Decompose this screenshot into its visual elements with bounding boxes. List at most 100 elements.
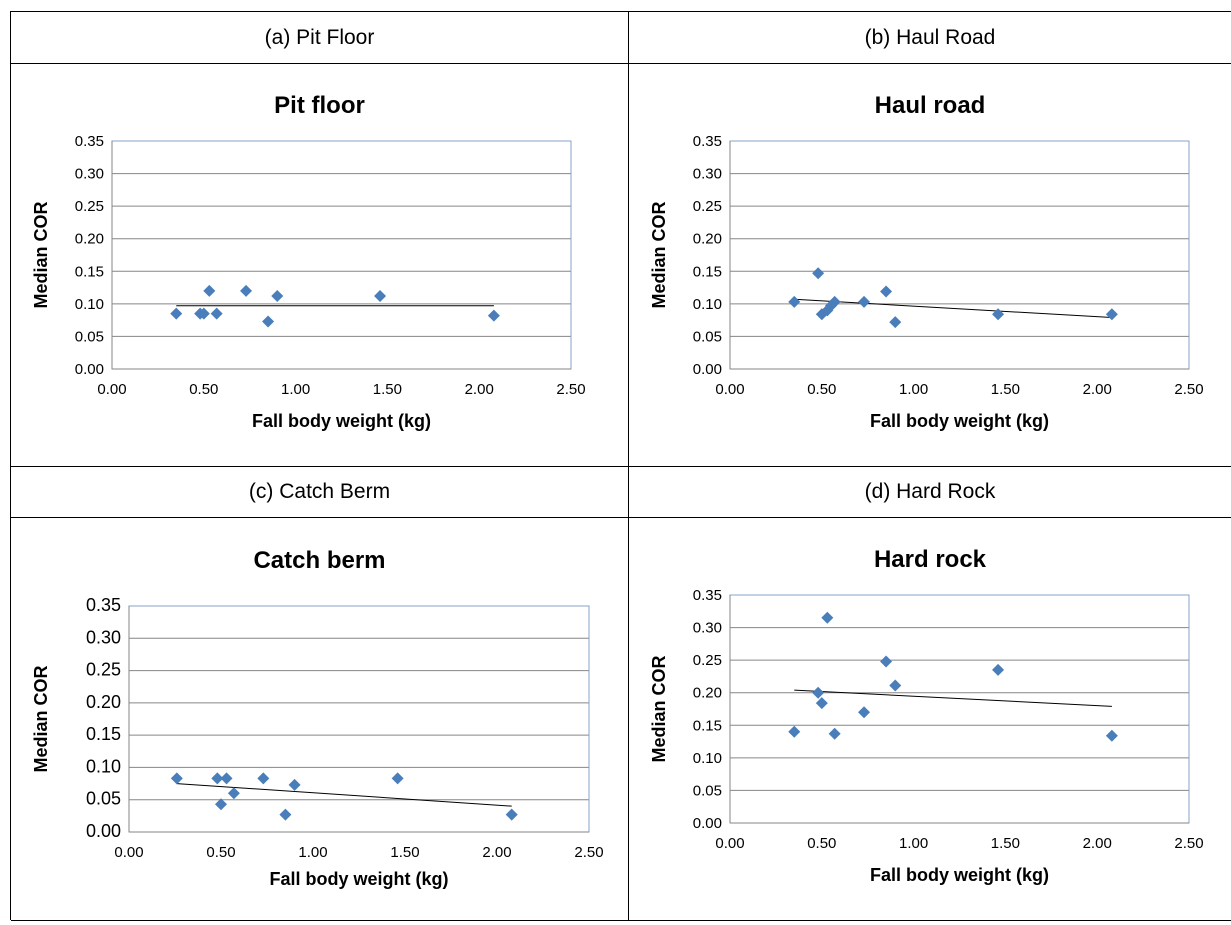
y-axis-label: Median COR <box>649 201 669 308</box>
data-point <box>505 808 518 821</box>
x-tick-label: 0.00 <box>114 844 143 861</box>
data-point <box>1105 729 1118 742</box>
data-point <box>203 284 216 297</box>
y-tick-label: 0.35 <box>693 133 722 150</box>
data-point <box>211 772 224 785</box>
caption-c: (c) Catch Berm <box>11 467 629 518</box>
chart-hard-rock: Hard rock 0.00 0.05 0.10 0.15 0.20 0.25 0.30 0.3… <box>649 546 1204 885</box>
x-tick-label: 1.50 <box>390 844 419 861</box>
x-tick-label: 0.00 <box>97 381 126 398</box>
y-axis-label: Median COR <box>649 655 669 762</box>
y-tick-label: 0.30 <box>693 166 722 183</box>
y-tick-label: 0.25 <box>86 660 121 680</box>
x-tick-label: 1.00 <box>899 381 928 398</box>
data-point <box>391 772 404 785</box>
caption-b-text: (b) Haul Road <box>864 25 996 49</box>
data-point <box>227 787 240 800</box>
data-point <box>271 290 284 303</box>
x-tick-label: 2.00 <box>482 844 511 861</box>
data-point <box>812 267 825 280</box>
chart-title: Haul road <box>875 92 986 119</box>
trendline <box>794 689 1112 707</box>
data-point <box>858 706 871 719</box>
x-tick-label: 2.00 <box>1083 835 1112 852</box>
y-tick-label: 0.35 <box>693 587 722 604</box>
y-tick-label: 0.15 <box>75 263 104 280</box>
x-tick-label: 0.00 <box>715 835 744 852</box>
data-point <box>487 309 500 322</box>
caption-d: (d) Hard Rock <box>629 467 1231 518</box>
x-tick-label: 0.50 <box>189 381 218 398</box>
x-tick-label: 0.50 <box>807 835 836 852</box>
chart-title: Catch berm <box>253 547 385 574</box>
x-tick-label: 2.50 <box>1174 835 1203 852</box>
data-point <box>1105 308 1118 321</box>
data-point <box>858 295 871 308</box>
data-point <box>170 772 183 785</box>
chart-title: Pit floor <box>274 92 365 119</box>
x-tick-label: 1.00 <box>281 381 310 398</box>
data-point <box>257 772 270 785</box>
chart-title: Hard rock <box>874 546 987 573</box>
y-tick-label: 0.00 <box>75 361 104 378</box>
chart-cell-d: Hard rock 0.00 0.05 0.10 0.15 0.20 0.25 0.30 0.3… <box>629 518 1231 921</box>
data-point <box>220 772 233 785</box>
y-tick-label: 0.05 <box>693 328 722 345</box>
data-point <box>812 686 825 699</box>
y-axis-label: Median COR <box>31 665 51 772</box>
caption-b: (b) Haul Road <box>629 12 1231 64</box>
data-point <box>288 778 301 791</box>
chart-catch-berm: Catch berm 0.00 0.05 0.10 0.15 0.20 0.25 0.30 0.… <box>31 547 604 889</box>
data-point <box>828 727 841 740</box>
data-point <box>889 316 902 329</box>
chart-pit-floor: Pit floor 0.00 0.05 0.10 0.15 0.20 0.25 0.30 0.3… <box>31 92 586 431</box>
chart-cell-c: Catch berm 0.00 0.05 0.10 0.15 0.20 0.25 0.30 0.… <box>11 518 629 921</box>
x-axis-label: Fall body weight (kg) <box>270 869 449 889</box>
x-axis-label: Fall body weight (kg) <box>870 411 1049 431</box>
x-tick-label: 2.00 <box>1083 381 1112 398</box>
data-point <box>821 611 834 624</box>
caption-c-text: (c) Catch Berm <box>248 480 391 503</box>
x-tick-label: 0.50 <box>807 381 836 398</box>
figure-grid: (a) Pit Floor (b) Haul Road Pit floor 0.0… <box>10 11 1231 921</box>
y-tick-label: 0.15 <box>693 717 722 734</box>
x-axis-label: Fall body weight (kg) <box>870 865 1049 885</box>
x-tick-label: 2.50 <box>556 381 585 398</box>
y-tick-label: 0.10 <box>693 296 722 313</box>
data-point <box>889 679 902 692</box>
x-tick-label: 1.50 <box>373 381 402 398</box>
plot-area <box>128 605 590 833</box>
y-tick-label: 0.30 <box>693 620 722 637</box>
data-point <box>992 663 1005 676</box>
y-tick-label: 0.10 <box>693 750 722 767</box>
y-tick-label: 0.20 <box>75 231 104 248</box>
trendline <box>794 298 1112 319</box>
data-point <box>788 725 801 738</box>
plot-area <box>111 140 572 370</box>
y-tick-label: 0.35 <box>75 133 104 150</box>
plot-area <box>729 594 1190 824</box>
y-tick-label: 0.20 <box>86 692 121 712</box>
y-tick-label: 0.05 <box>75 328 104 345</box>
data-point <box>240 284 253 297</box>
data-point <box>828 295 841 308</box>
data-point <box>262 315 275 328</box>
chart-cell-b: Haul road 0.00 0.05 0.10 0.15 0.20 0.25 0.30 0.3… <box>629 64 1231 467</box>
data-point <box>880 655 893 668</box>
y-tick-label: 0.20 <box>693 231 722 248</box>
x-tick-label: 1.00 <box>298 844 327 861</box>
trendline <box>176 783 512 807</box>
y-tick-label: 0.25 <box>693 652 722 669</box>
caption-d-text: (d) Hard Rock <box>864 480 996 503</box>
data-point <box>215 798 227 811</box>
x-tick-label: 2.50 <box>574 844 603 861</box>
y-tick-label: 0.00 <box>693 361 722 378</box>
y-tick-label: 0.30 <box>86 627 121 647</box>
chart-cell-a: Pit floor 0.00 0.05 0.10 0.15 0.20 0.25 0.30 0.3… <box>11 64 629 467</box>
y-tick-label: 0.00 <box>693 815 722 832</box>
y-tick-label: 0.10 <box>86 756 121 776</box>
data-point <box>880 285 893 298</box>
data-point <box>992 308 1005 321</box>
y-tick-label: 0.20 <box>693 685 722 702</box>
x-tick-label: 0.50 <box>206 844 235 861</box>
